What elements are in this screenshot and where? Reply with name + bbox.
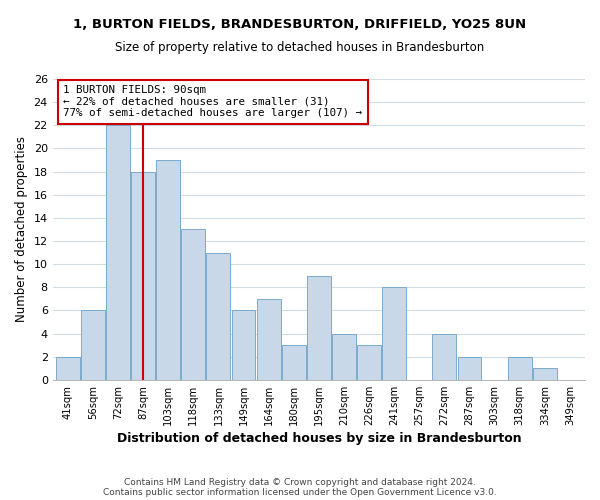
Bar — [357, 345, 381, 380]
Bar — [533, 368, 557, 380]
Text: Contains HM Land Registry data © Crown copyright and database right 2024.: Contains HM Land Registry data © Crown c… — [124, 478, 476, 487]
Text: 1 BURTON FIELDS: 90sqm
← 22% of detached houses are smaller (31)
77% of semi-det: 1 BURTON FIELDS: 90sqm ← 22% of detached… — [64, 85, 362, 118]
Text: 1, BURTON FIELDS, BRANDESBURTON, DRIFFIELD, YO25 8UN: 1, BURTON FIELDS, BRANDESBURTON, DRIFFIE… — [73, 18, 527, 32]
Y-axis label: Number of detached properties: Number of detached properties — [15, 136, 28, 322]
Bar — [382, 288, 406, 380]
Bar — [156, 160, 180, 380]
Bar — [282, 345, 305, 380]
Bar — [206, 252, 230, 380]
Bar — [508, 356, 532, 380]
Bar — [81, 310, 105, 380]
Bar — [458, 356, 481, 380]
Bar — [181, 230, 205, 380]
Text: Size of property relative to detached houses in Brandesburton: Size of property relative to detached ho… — [115, 41, 485, 54]
Bar — [131, 172, 155, 380]
Bar — [307, 276, 331, 380]
Bar — [257, 299, 281, 380]
Bar — [232, 310, 256, 380]
Text: Contains public sector information licensed under the Open Government Licence v3: Contains public sector information licen… — [103, 488, 497, 497]
Bar — [56, 356, 80, 380]
Bar — [433, 334, 457, 380]
Bar — [106, 126, 130, 380]
X-axis label: Distribution of detached houses by size in Brandesburton: Distribution of detached houses by size … — [116, 432, 521, 445]
Bar — [332, 334, 356, 380]
